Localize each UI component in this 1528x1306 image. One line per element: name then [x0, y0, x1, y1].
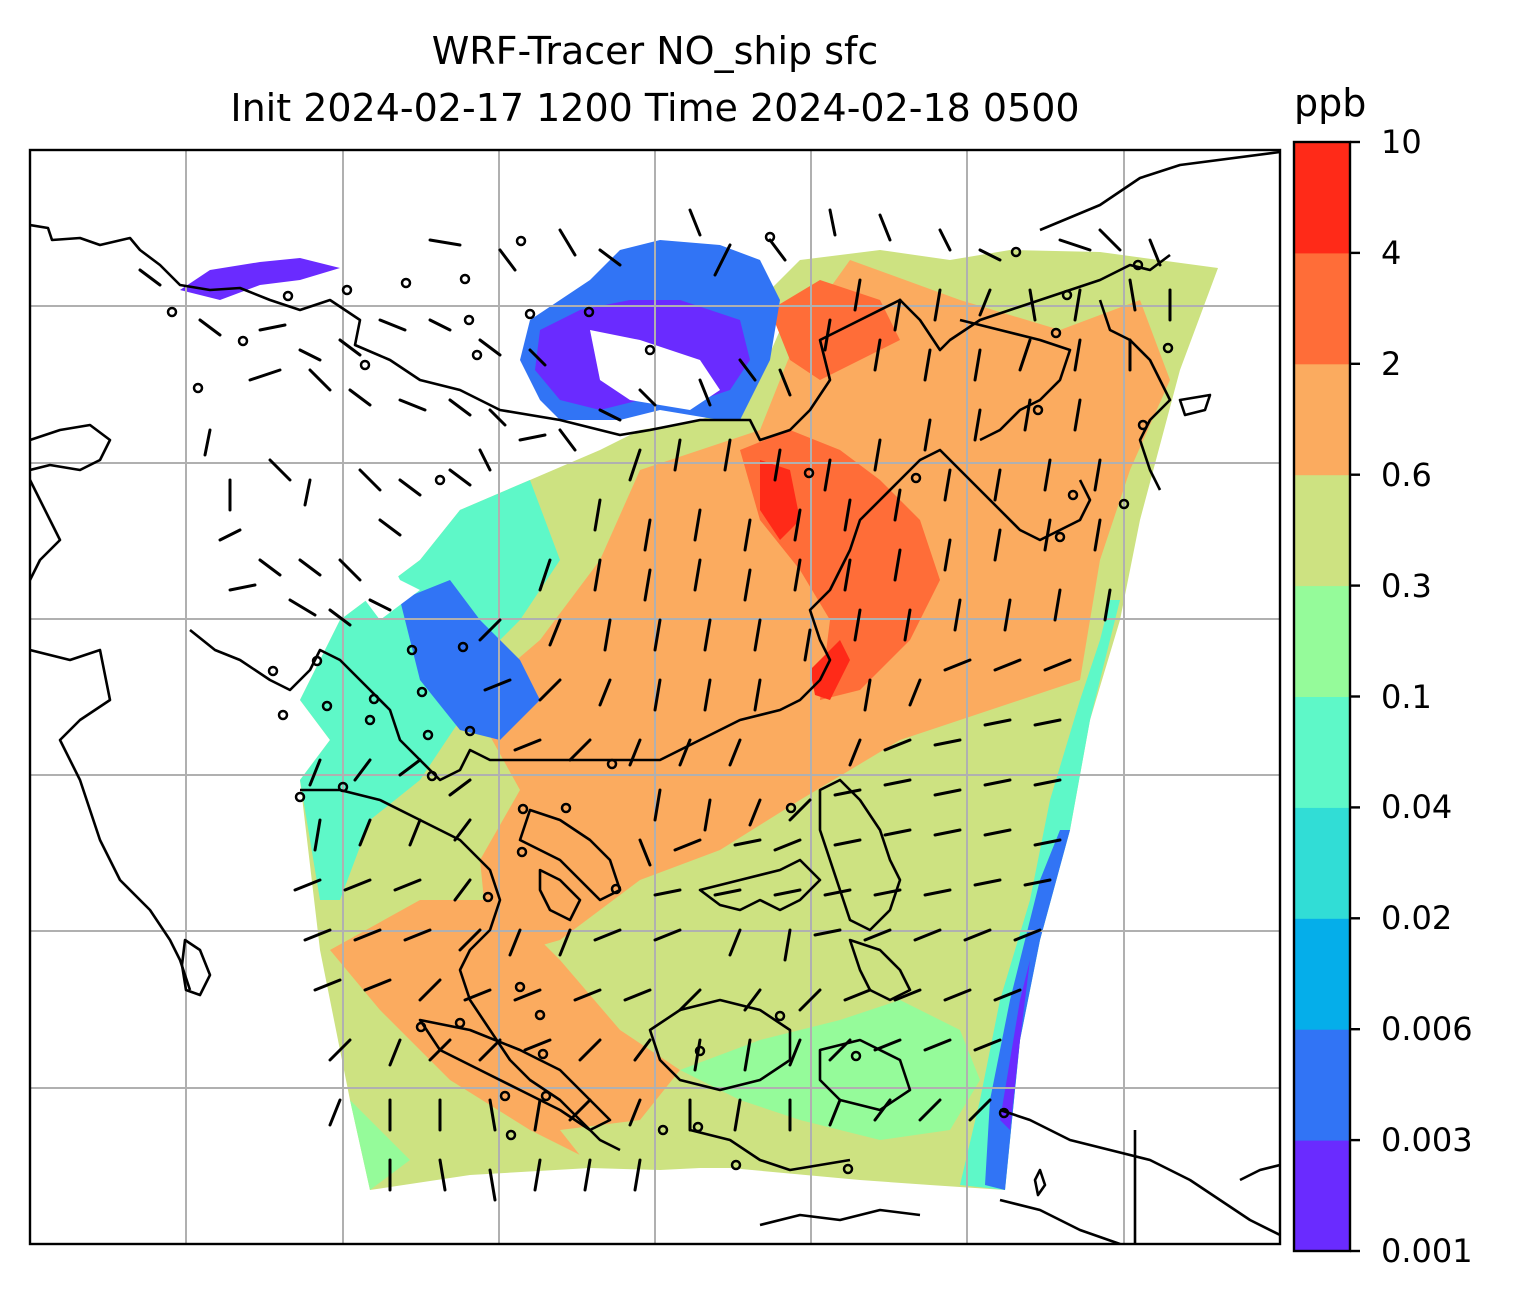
colorbar-tick-label: 0.04	[1381, 788, 1453, 827]
colorbar-unit-label: ppb	[1294, 81, 1367, 125]
no-ship-field	[180, 240, 1218, 1190]
map-gridlines	[30, 150, 1280, 1244]
calm-circles	[166, 231, 1174, 1175]
colorbar-segment	[1294, 918, 1350, 1030]
colorbar-segment	[1294, 1140, 1350, 1252]
colorbar-tick-label: 0.001	[1381, 1232, 1473, 1270]
field-purple-nw	[180, 258, 340, 300]
colorbar-tick-label: 0.3	[1381, 566, 1432, 605]
field-green-south-west	[350, 1100, 410, 1190]
colorbar-segment	[1294, 474, 1350, 587]
wind-barbs	[138, 208, 1172, 1202]
colorbar-tick-label: 0.02	[1381, 899, 1453, 938]
colorbar-segment	[1294, 363, 1350, 476]
colorbar-segment	[1294, 585, 1350, 697]
colorbar-segment	[1294, 252, 1350, 365]
colorbar-tick-label: 4	[1381, 233, 1402, 272]
field-north-red-line	[760, 460, 800, 540]
colorbar-segment	[1294, 1029, 1350, 1141]
field-green-south	[680, 1000, 980, 1140]
field-orange-south	[330, 900, 680, 1160]
colorbar-tick-label: 2	[1381, 344, 1402, 383]
field-red-line	[810, 640, 850, 700]
colorbar-segment	[1294, 696, 1350, 808]
plot-title-line1: WRF-Tracer NO_ship sfc	[431, 29, 879, 73]
field-white-nw	[345, 515, 420, 620]
field-orange-core	[470, 260, 1170, 960]
colorbar-tick-label: 0.1	[1381, 677, 1432, 716]
field-yellow-south	[560, 1120, 760, 1170]
map-frame	[28, 148, 1282, 1246]
colorbar	[1292, 140, 1360, 1253]
colorbar-tick-label: 0.003	[1381, 1121, 1473, 1160]
coastlines	[30, 150, 1280, 1244]
colorbar-tick-label: 0.6	[1381, 455, 1432, 494]
colorbar-segment	[1294, 807, 1350, 919]
colorbar-tick-label: 0.006	[1381, 1010, 1473, 1049]
colorbar-tick-label: 10	[1381, 123, 1422, 161]
plot-title-line2: Init 2024-02-17 1200 Time 2024-02-18 050…	[230, 86, 1080, 130]
colorbar-segment	[1294, 142, 1350, 254]
